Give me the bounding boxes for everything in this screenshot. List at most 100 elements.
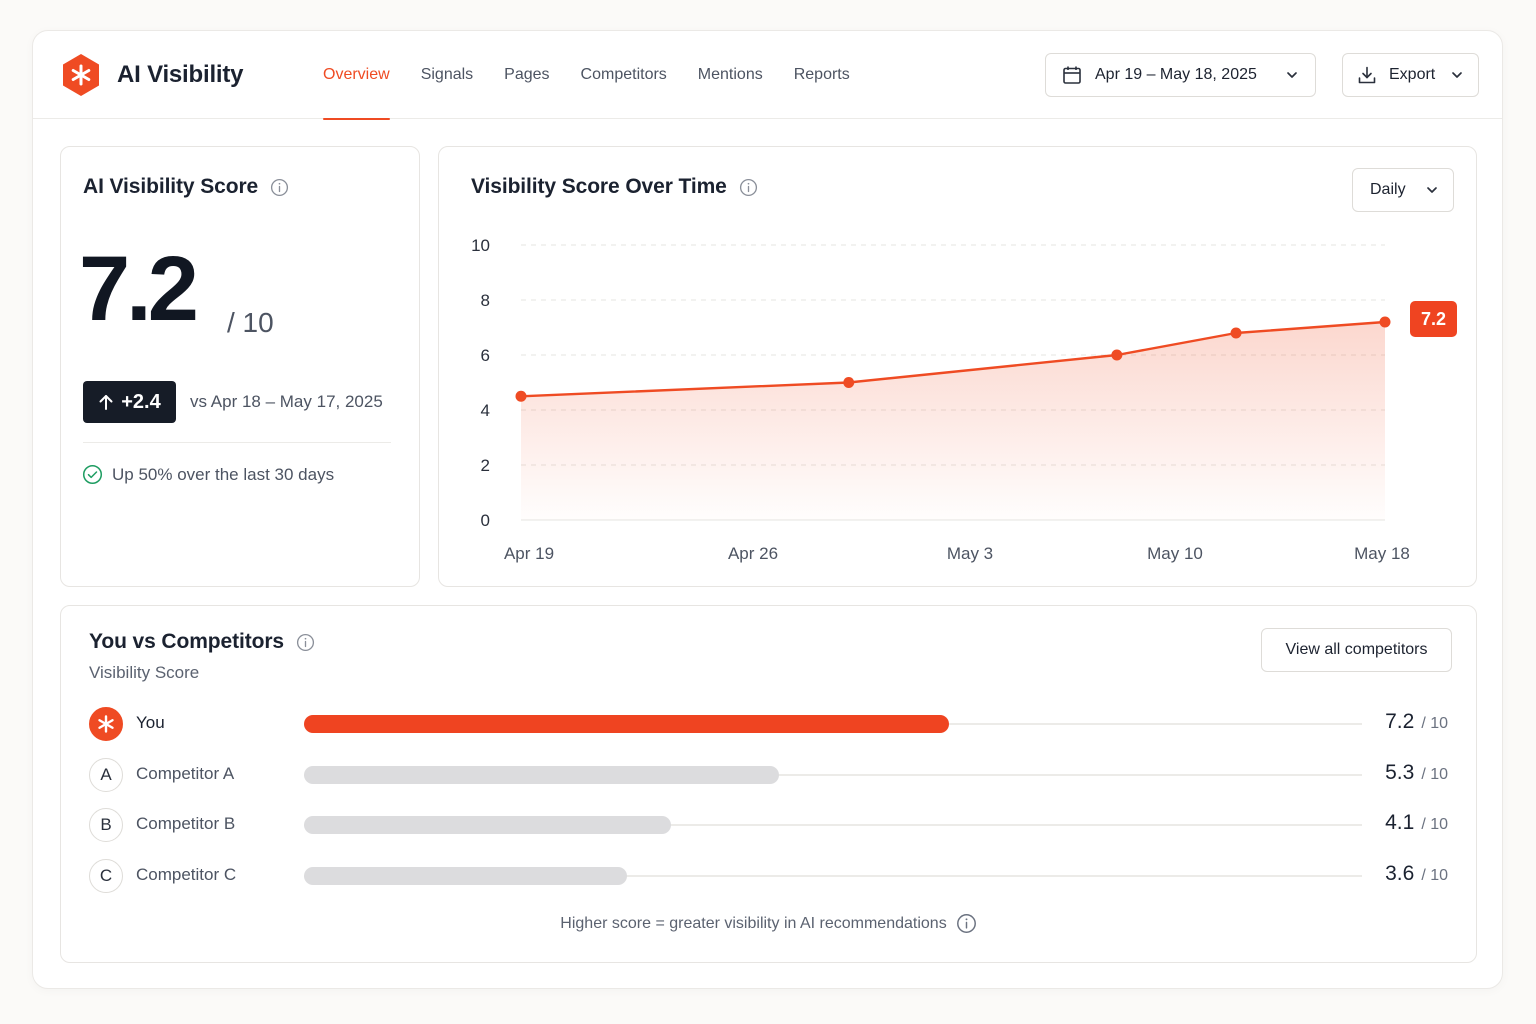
x-tick-label: May 3 — [947, 544, 993, 563]
trend-text: Up 50% over the last 30 days — [112, 464, 335, 484]
date-range-label: Apr 19 – May 18, 2025 — [1095, 66, 1257, 83]
chevron-down-icon — [1427, 187, 1437, 193]
y-tick-label: 10 — [471, 236, 490, 255]
tab-reports[interactable]: Reports — [793, 66, 850, 83]
chart-title-text: Visibility Score Over Time — [471, 175, 727, 198]
bar-track — [304, 774, 1362, 776]
competitor-name: Competitor A — [136, 764, 235, 783]
y-tick-label: 8 — [481, 291, 490, 310]
score-out-of: / 10 — [1421, 816, 1448, 833]
info-icon[interactable] — [739, 178, 758, 197]
score-value: 7.2 — [1385, 710, 1415, 733]
chart-card-title: Visibility Score Over Time — [471, 175, 758, 199]
calendar-icon — [1063, 66, 1081, 84]
competitor-score: 7.2 / 10 — [1385, 710, 1448, 734]
score-card-title-text: AI Visibility Score — [83, 175, 259, 198]
bar-track — [304, 824, 1362, 826]
export-button[interactable]: Export — [1342, 53, 1479, 97]
tab-pages[interactable]: Pages — [504, 66, 550, 83]
competitors-footer: Higher score = greater visibility in AI … — [61, 913, 1476, 934]
competitors-card: You vs Competitors Visibility Score View… — [60, 605, 1477, 963]
competitor-name: Competitor C — [136, 865, 237, 884]
x-tick-label: May 18 — [1354, 544, 1410, 563]
granularity-select[interactable]: Daily — [1352, 168, 1454, 212]
download-icon — [1358, 66, 1376, 84]
data-point[interactable] — [515, 390, 527, 402]
competitor-avatar: B — [89, 808, 123, 842]
tab-competitors[interactable]: Competitors — [580, 66, 667, 83]
competitor-name: You — [136, 713, 165, 732]
score-card: AI Visibility Score 7.2 / 10 +2.4 vs Apr… — [60, 146, 420, 587]
main-nav: Overview Signals Pages Competitors Menti… — [323, 31, 881, 120]
score-delta-value: +2.4 — [121, 390, 161, 413]
tab-overview[interactable]: Overview — [323, 31, 390, 120]
tab-mentions[interactable]: Mentions — [697, 66, 763, 83]
competitor-row-you[interactable]: You 7.2 / 10 — [61, 704, 1476, 744]
data-point[interactable] — [1111, 349, 1123, 361]
competitor-row-b[interactable]: B Competitor B 4.1 / 10 — [61, 805, 1476, 845]
data-point[interactable] — [1230, 327, 1242, 339]
you-avatar — [89, 707, 123, 741]
score-bar — [304, 766, 779, 784]
data-point[interactable] — [843, 377, 855, 388]
data-point[interactable] — [1379, 316, 1391, 328]
date-range-picker[interactable]: Apr 19 – May 18, 2025 — [1045, 53, 1316, 97]
competitor-score: 4.1 / 10 — [1385, 811, 1448, 835]
competitors-title-text: You vs Competitors — [89, 630, 285, 653]
asterisk-icon — [98, 715, 114, 733]
y-tick-label: 4 — [481, 401, 490, 420]
chevron-down-icon — [1452, 72, 1462, 78]
competitor-row-a[interactable]: A Competitor A 5.3 / 10 — [61, 755, 1476, 795]
competitor-score: 5.3 / 10 — [1385, 761, 1448, 785]
arrow-up-icon — [99, 395, 113, 410]
delta-compare-period: vs Apr 18 – May 17, 2025 — [190, 392, 383, 411]
top-header: AI Visibility Overview Signals Pages Com… — [33, 31, 1502, 120]
info-icon[interactable] — [296, 633, 315, 652]
score-bar — [304, 715, 950, 733]
x-tick-label: Apr 19 — [504, 544, 554, 563]
info-icon[interactable] — [270, 178, 289, 197]
latest-value-label: 7.2 — [1421, 309, 1446, 329]
granularity-label: Daily — [1370, 181, 1406, 198]
check-circle-icon — [82, 464, 103, 485]
chart-card: Visibility Score Over Time Daily 0 2 4 6 8 10 — [438, 146, 1477, 587]
x-tick-label: May 10 — [1147, 544, 1203, 563]
competitor-avatar: A — [89, 758, 123, 792]
score-delta-badge: +2.4 — [83, 381, 176, 423]
latest-value-tag: 7.2 — [1410, 301, 1457, 337]
score-out-of: / 10 — [1421, 867, 1448, 884]
score-out-of: / 10 — [227, 307, 274, 338]
score-card-title: AI Visibility Score — [83, 175, 289, 199]
footer-note: Higher score = greater visibility in AI … — [560, 914, 947, 932]
competitor-avatar: C — [89, 859, 123, 893]
y-tick-label: 2 — [481, 456, 490, 475]
y-tick-label: 0 — [481, 511, 490, 530]
visibility-line-chart: 0 2 4 6 8 10 Apr 19 Apr 26 May 3 May 10 May 18 7.… — [471, 236, 1457, 563]
asterisk-hexagon-icon — [63, 54, 99, 96]
y-tick-label: 6 — [481, 346, 490, 365]
competitors-subtitle: Visibility Score — [89, 663, 200, 682]
score-out-of: / 10 — [1421, 715, 1448, 732]
score-out-of: / 10 — [1421, 766, 1448, 783]
score-value: 7.2 — [79, 238, 199, 340]
info-icon[interactable] — [956, 913, 977, 934]
brand[interactable]: AI Visibility — [61, 53, 244, 97]
tab-signals[interactable]: Signals — [420, 66, 474, 83]
app-title: AI Visibility — [117, 61, 244, 88]
export-label: Export — [1389, 66, 1436, 83]
bar-track — [304, 875, 1362, 877]
competitor-row-c[interactable]: C Competitor C 3.6 / 10 — [61, 856, 1476, 896]
view-all-competitors-button[interactable]: View all competitors — [1261, 628, 1452, 672]
competitors-title: You vs Competitors — [89, 630, 315, 654]
chevron-down-icon — [1287, 72, 1297, 78]
score-value: 5.3 — [1385, 761, 1415, 784]
divider — [83, 442, 391, 443]
trend-summary: Up 50% over the last 30 days — [82, 464, 334, 485]
score-value: 3.6 — [1385, 862, 1415, 885]
score-bar — [304, 816, 672, 834]
competitor-score: 3.6 / 10 — [1385, 862, 1448, 886]
app-window: AI Visibility Overview Signals Pages Com… — [32, 30, 1503, 989]
score-value: 4.1 — [1385, 811, 1415, 834]
competitor-name: Competitor B — [136, 814, 236, 833]
chart-area — [521, 322, 1385, 520]
